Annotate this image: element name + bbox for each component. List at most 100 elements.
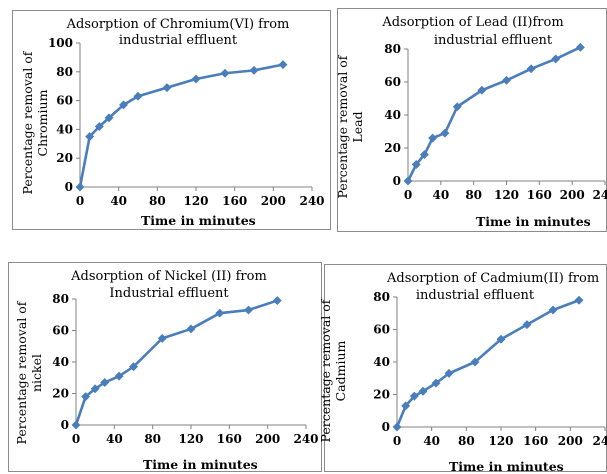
y-axis-label: Percentage removal of Cadmium bbox=[318, 296, 350, 446]
data-point-marker bbox=[526, 64, 536, 74]
y-axis-label-line1: Percentage removal of bbox=[20, 51, 35, 195]
y-tick-label: 40 bbox=[52, 355, 69, 369]
x-tick-label: 0 bbox=[72, 432, 80, 446]
x-axis-label: Time in minutes bbox=[449, 459, 564, 474]
data-point-marker bbox=[574, 295, 584, 305]
data-point-marker bbox=[249, 65, 259, 75]
y-tick-label: 80 bbox=[384, 42, 401, 56]
x-tick-label: 160 bbox=[222, 194, 247, 208]
data-point-marker bbox=[548, 305, 558, 315]
data-point-marker bbox=[575, 42, 585, 52]
chart-title-line1: Adsorption of Chromium(VI) from bbox=[66, 17, 290, 32]
x-tick-label: 240 bbox=[592, 188, 607, 202]
chart-title-line1: Adsorption of Lead (II)from bbox=[382, 15, 564, 30]
y-tick-label: 60 bbox=[56, 94, 73, 108]
data-point-marker bbox=[104, 113, 114, 123]
x-tick-label: 80 bbox=[149, 194, 166, 208]
y-tick-label: 100 bbox=[48, 36, 73, 50]
data-point-marker bbox=[522, 320, 532, 330]
y-tick-label: 40 bbox=[373, 355, 390, 369]
x-tick-label: 80 bbox=[144, 432, 161, 446]
data-point-marker bbox=[94, 121, 104, 132]
x-tick-label: 200 bbox=[255, 432, 280, 446]
x-tick-label: 120 bbox=[183, 194, 208, 208]
chart-plot-nickel: 0 20 40 60 80 0 40 80 120 160 200 240 bbox=[52, 292, 318, 446]
chart-title-line1: Adsorption of Nickel (II) from bbox=[71, 269, 267, 284]
data-point-marker bbox=[114, 371, 124, 381]
data-point-marker bbox=[496, 334, 506, 344]
chart-plot-chromium: 0 20 40 60 80 100 0 40 80 120 160 200 240 bbox=[48, 36, 325, 208]
y-tick-label: 60 bbox=[52, 324, 69, 338]
y-tick-label: 0 bbox=[65, 180, 73, 194]
data-point-marker bbox=[220, 68, 230, 78]
data-point-marker bbox=[215, 308, 225, 318]
data-point-marker bbox=[90, 384, 100, 394]
data-point-marker bbox=[444, 368, 454, 378]
x-tick-label: 160 bbox=[217, 432, 242, 446]
data-point-marker bbox=[85, 132, 95, 142]
data-point-marker bbox=[133, 91, 143, 101]
data-point-marker bbox=[477, 85, 487, 95]
chart-title-line2: Industrial effluent bbox=[109, 286, 229, 301]
x-axis-label: Time in minutes bbox=[476, 214, 591, 229]
data-point-marker bbox=[157, 333, 167, 343]
x-tick-label: 120 bbox=[178, 432, 203, 446]
data-point-marker bbox=[431, 378, 441, 388]
data-point-marker bbox=[243, 305, 254, 315]
y-tick-label: 20 bbox=[56, 151, 73, 165]
y-tick-label: 0 bbox=[61, 418, 69, 432]
data-point-marker bbox=[452, 102, 462, 112]
chart-plot-cadmium: 0 20 40 60 80 0 40 80 120 160 200 240 bbox=[373, 290, 607, 448]
y-axis-label-line1: Percentage removal of bbox=[318, 299, 333, 443]
series-line bbox=[74, 299, 278, 426]
x-axis-label: Time in minutes bbox=[141, 213, 256, 228]
y-tick-label: 60 bbox=[384, 75, 401, 89]
y-axis-label-line1: Percentage removal of bbox=[335, 55, 350, 199]
y-axis-label: Percentage removal of nickel bbox=[14, 298, 46, 448]
data-point-marker bbox=[419, 150, 429, 160]
y-axis-label-line2: Chromium bbox=[35, 89, 50, 157]
x-tick-label: 40 bbox=[106, 432, 123, 446]
chart-plot-lead: 0 20 40 60 80 0 40 80 120 160 200 240 bbox=[384, 42, 607, 202]
y-tick-label: 0 bbox=[382, 420, 390, 434]
data-point-marker bbox=[191, 74, 201, 84]
y-tick-label: 20 bbox=[373, 388, 390, 402]
data-point-marker bbox=[392, 422, 402, 432]
y-tick-label: 80 bbox=[373, 290, 390, 304]
x-tick-label: 200 bbox=[558, 434, 583, 448]
x-tick-label: 0 bbox=[404, 188, 412, 202]
chart-panel-cadmium: 0 20 40 60 80 0 40 80 120 160 200 240 Adsorption of… bbox=[318, 264, 607, 474]
x-tick-label: 0 bbox=[76, 194, 84, 208]
chart-title-line2: industrial effluent bbox=[118, 33, 238, 48]
data-point-marker bbox=[440, 128, 450, 138]
y-axis-label-line1: Percentage removal of bbox=[14, 301, 29, 445]
data-point-marker bbox=[128, 362, 139, 372]
chart-panel-chromium: 0 20 40 60 80 100 0 40 80 120 160 200 240 Adsorption… bbox=[12, 10, 331, 230]
data-point-marker bbox=[71, 420, 81, 430]
x-tick-label: 40 bbox=[432, 188, 449, 202]
y-axis-label-line2: Cadmium bbox=[333, 340, 348, 402]
x-axis-label: Time in minutes bbox=[143, 457, 258, 472]
y-axis-label-line2: nickel bbox=[29, 353, 44, 393]
chart-panel-nickel: 0 20 40 60 80 0 40 80 120 160 200 240 Adsorption of… bbox=[8, 262, 322, 472]
y-tick-label: 80 bbox=[56, 65, 73, 79]
data-point-marker bbox=[418, 386, 428, 396]
x-tick-label: 240 bbox=[293, 432, 318, 446]
data-point-marker bbox=[501, 75, 512, 85]
data-point-marker bbox=[551, 54, 561, 64]
y-tick-label: 80 bbox=[52, 292, 69, 306]
y-axis-label-line2: Lead bbox=[350, 111, 365, 143]
y-tick-label: 20 bbox=[384, 141, 401, 155]
data-point-marker bbox=[162, 83, 172, 93]
x-tick-label: 80 bbox=[458, 434, 475, 448]
data-point-marker bbox=[100, 377, 110, 388]
y-axis-label: Percentage removal of Chromium bbox=[20, 48, 52, 198]
y-axis-label: Percentage removal of Lead bbox=[335, 52, 367, 202]
x-tick-label: 0 bbox=[393, 434, 401, 448]
chart-title-line2: industrial effluent bbox=[433, 33, 553, 48]
chart-title-line1: Adsorption of Cadmium(II) from bbox=[387, 271, 600, 286]
series-line bbox=[406, 46, 581, 182]
x-tick-label: 40 bbox=[423, 434, 440, 448]
y-tick-label: 40 bbox=[384, 108, 401, 122]
x-tick-label: 40 bbox=[110, 194, 127, 208]
